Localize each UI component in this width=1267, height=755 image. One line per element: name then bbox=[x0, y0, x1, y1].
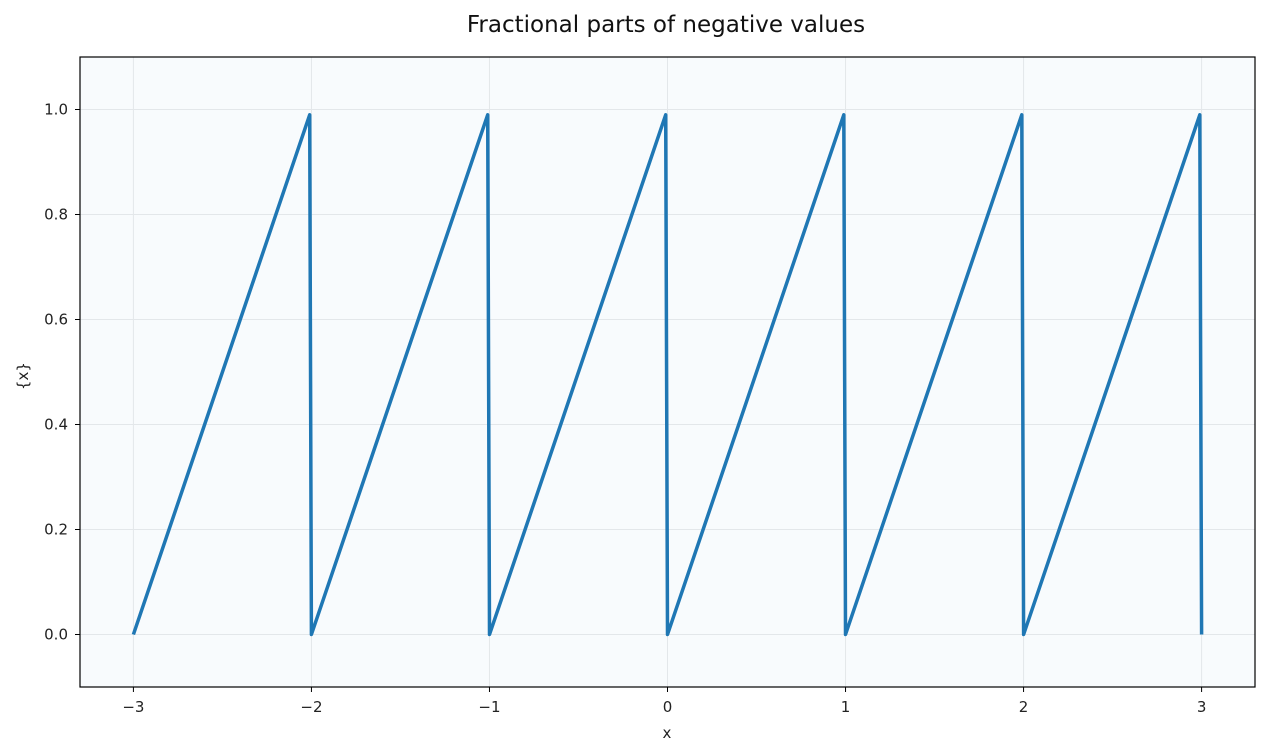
y-tick-label: 0.2 bbox=[44, 521, 68, 539]
y-axis-label: {x} bbox=[14, 362, 32, 390]
x-tick-label: 1 bbox=[841, 698, 851, 716]
x-tick-label: 0 bbox=[663, 698, 673, 716]
x-tick-label: 2 bbox=[1019, 698, 1029, 716]
y-tick-label: 0.6 bbox=[44, 311, 68, 329]
series-line bbox=[131, 113, 1204, 637]
x-tick-label: −2 bbox=[300, 698, 322, 716]
y-tick-label: 1.0 bbox=[44, 101, 68, 119]
chart-title: Fractional parts of negative values bbox=[467, 12, 865, 38]
y-tick-label: 0.4 bbox=[44, 416, 68, 434]
x-tick-label: 3 bbox=[1197, 698, 1207, 716]
x-tick-label: −1 bbox=[478, 698, 500, 716]
x-tick-label: −3 bbox=[122, 698, 144, 716]
x-axis-label: x bbox=[663, 724, 672, 742]
x-axis-ticks: −3 −2 −1 0 1 2 3 bbox=[122, 687, 1206, 716]
y-tick-label: 0.8 bbox=[44, 206, 68, 224]
y-tick-label: 0.0 bbox=[44, 626, 68, 644]
y-axis-ticks: 0.0 0.2 0.4 0.6 0.8 1.0 bbox=[44, 101, 80, 644]
